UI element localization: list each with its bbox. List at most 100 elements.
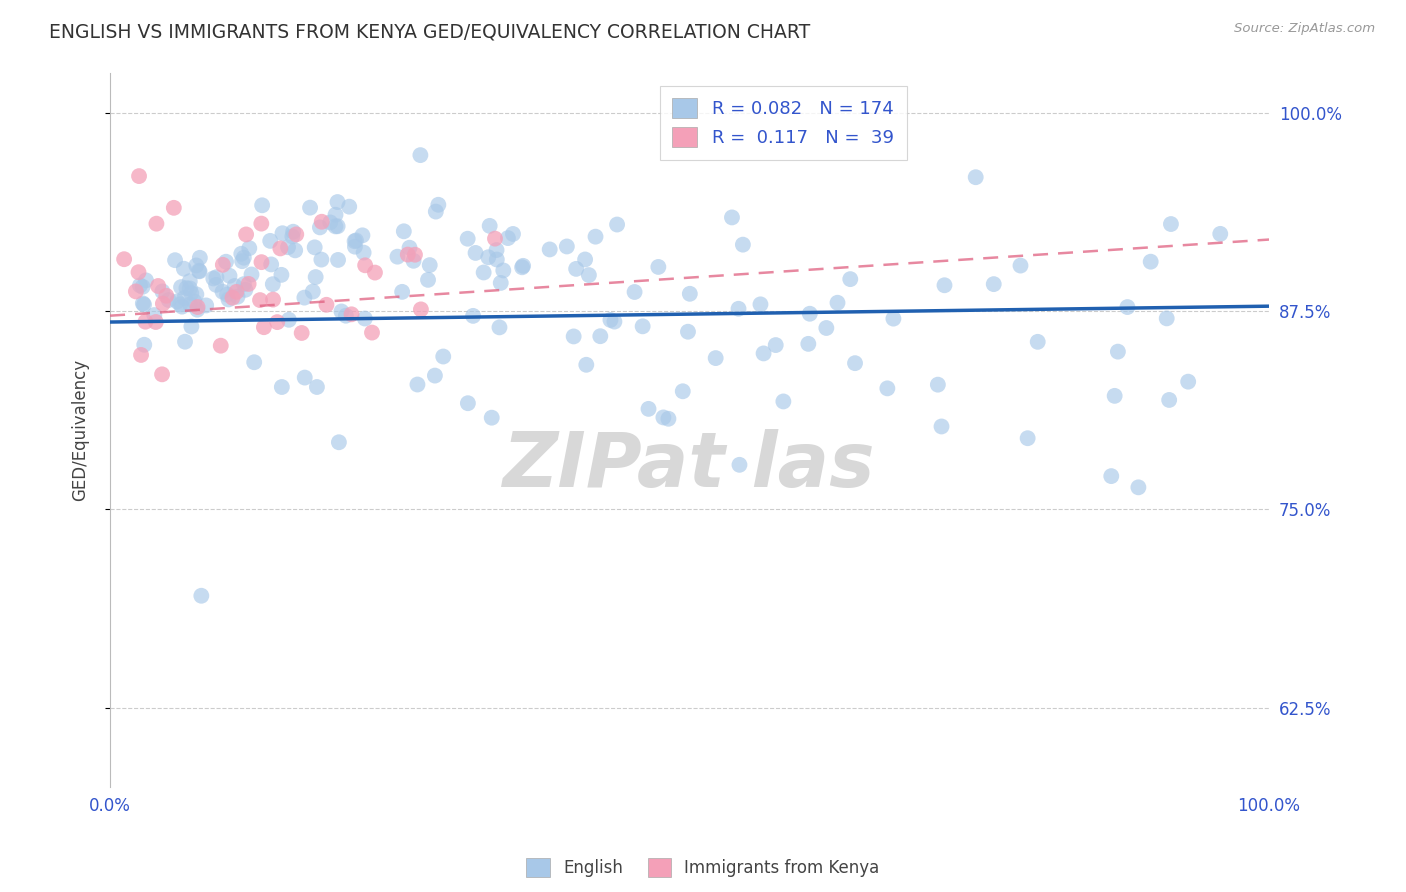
Point [330,304,353,318]
Point [419,258,441,272]
Point [145,217,167,231]
Point [574,252,596,267]
Point [180,286,202,301]
Point [934,278,956,293]
Point [195,298,218,312]
Point [815,321,838,335]
Point [238,241,260,255]
Point [485,252,508,267]
Point [150,285,173,299]
Point [270,380,292,394]
Point [1099,469,1122,483]
Point [285,227,308,242]
Point [343,240,366,254]
Point [364,266,387,280]
Point [1116,300,1139,314]
Point [266,315,288,329]
Point [169,297,191,311]
Point [481,410,503,425]
Point [575,358,598,372]
Point [221,291,243,305]
Point [337,200,360,214]
Point [876,381,898,395]
Point [328,435,350,450]
Point [565,261,588,276]
Point [1156,311,1178,326]
Point [404,248,426,262]
Point [243,355,266,369]
Point [772,394,794,409]
Point [882,311,904,326]
Point [299,201,322,215]
Point [931,419,953,434]
Point [304,240,326,254]
Point [1010,259,1032,273]
Point [305,270,328,285]
Point [269,241,291,255]
Point [283,225,305,239]
Point [250,198,273,212]
Point [827,295,849,310]
Point [173,291,195,305]
Point [186,287,208,301]
Point [392,224,415,238]
Point [271,226,294,240]
Point [799,307,821,321]
Point [179,297,201,311]
Point [128,169,150,183]
Point [326,252,349,267]
Point [250,217,273,231]
Point [209,339,232,353]
Point [235,283,257,297]
Point [325,208,347,222]
Point [387,250,409,264]
Point [464,246,486,260]
Point [409,302,432,317]
Point [309,220,332,235]
Point [510,260,533,275]
Point [215,254,238,268]
Point [180,319,202,334]
Point [749,297,772,311]
Point [186,302,208,317]
Point [231,254,253,268]
Point [679,286,702,301]
Point [344,234,367,248]
Point [1177,375,1199,389]
Point [1160,217,1182,231]
Point [186,259,208,273]
Point [134,337,156,351]
Point [354,258,377,272]
Point [232,251,254,265]
Point [260,257,283,271]
Point [353,311,375,326]
Point [311,252,333,267]
Point [676,325,699,339]
Point [262,277,284,292]
Point [727,301,749,316]
Point [555,239,578,253]
Point [281,229,304,244]
Point [492,263,515,277]
Point [728,458,751,472]
Point [157,293,180,307]
Point [512,259,534,273]
Point [179,281,201,295]
Point [457,396,479,410]
Point [478,219,501,233]
Point [927,377,949,392]
Point [353,245,375,260]
Point [352,228,374,243]
Point [145,315,167,329]
Point [485,243,508,257]
Point [250,255,273,269]
Point [225,285,247,299]
Y-axis label: GED/Equivalency: GED/Equivalency [72,359,89,501]
Point [631,319,654,334]
Point [143,308,166,322]
Point [163,201,186,215]
Point [585,229,607,244]
Point [146,279,169,293]
Point [1128,480,1150,494]
Point [578,268,600,282]
